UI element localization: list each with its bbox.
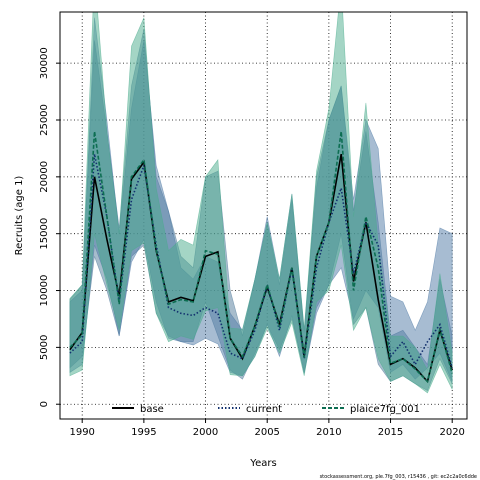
y-tick-label: 10000: [39, 275, 50, 307]
legend-label-current: current: [246, 404, 282, 415]
y-tick-label: 25000: [39, 104, 50, 136]
legend: base current plaice7fg_001: [112, 404, 420, 415]
plot-frame: [59, 11, 468, 420]
x-tick-label: 1995: [131, 427, 156, 438]
x-tick-label: 2000: [193, 427, 218, 438]
x-axis: 1990 1995 2000 2005 2010 2015 2020: [69, 419, 465, 438]
footer-credit: stockassessment.org, ple.7fg_003, r15436…: [320, 474, 477, 480]
x-tick-label: 2015: [378, 427, 403, 438]
y-tick-label: 20000: [39, 161, 50, 193]
legend-label-base: base: [140, 404, 164, 415]
x-tick-label: 1990: [69, 427, 94, 438]
band-plaice7fg_001: [69, 12, 453, 394]
y-tick-label: 5000: [39, 335, 50, 360]
x-axis-title: Years: [249, 458, 276, 469]
y-axis-title: Recruits (age 1): [14, 176, 25, 256]
x-tick-label: 2005: [254, 427, 279, 438]
x-tick-label: 2010: [316, 427, 341, 438]
x-tick-label: 2020: [439, 427, 464, 438]
series-lines: [69, 131, 453, 384]
y-tick-label: 15000: [39, 218, 50, 250]
y-axis: 0 5000 10000 15000 20000 25000 30000: [39, 47, 60, 407]
y-tick-label: 0: [39, 401, 50, 407]
y-tick-label: 30000: [39, 47, 50, 79]
line-plaice7fg_001: [69, 131, 453, 384]
legend-label-plaice7fg_001: plaice7fg_001: [350, 404, 420, 415]
